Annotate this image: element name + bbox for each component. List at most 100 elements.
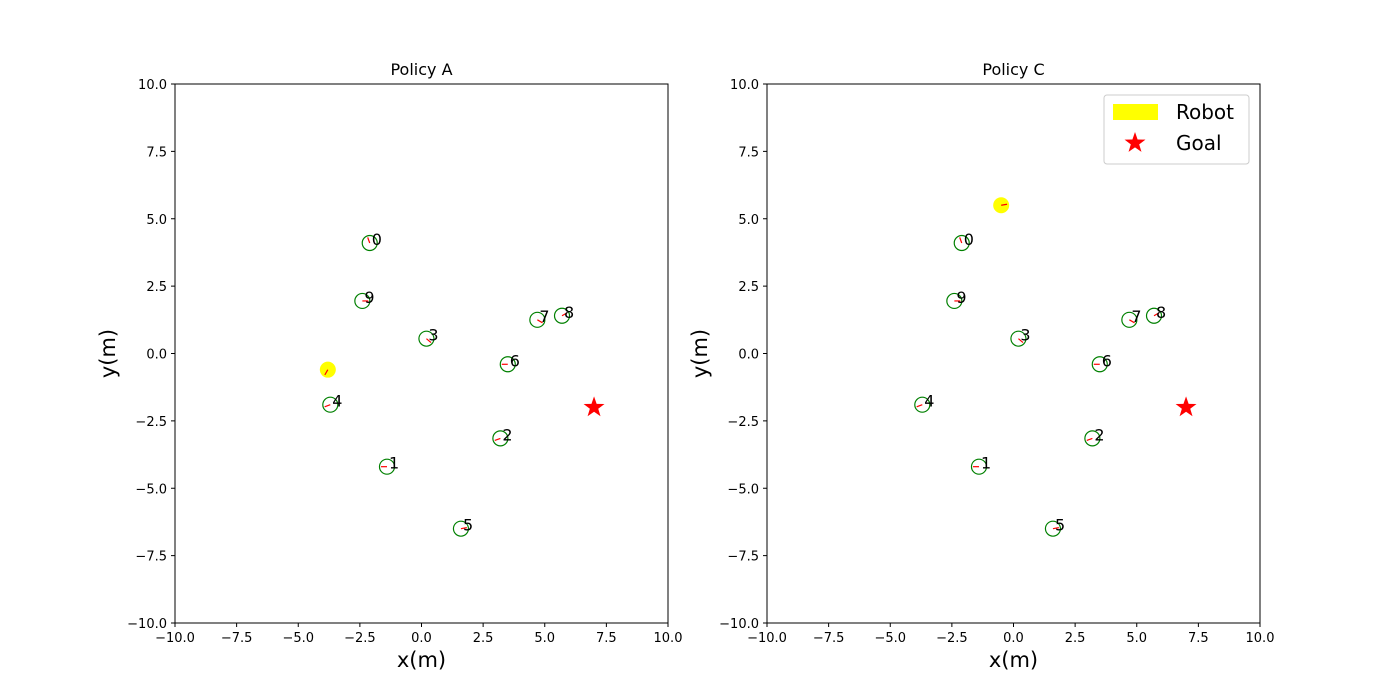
human-label: 2 bbox=[502, 425, 512, 444]
y-tick-label: −7.5 bbox=[135, 550, 167, 565]
human-heading-arrow bbox=[426, 338, 432, 343]
x-tick-label: −2.5 bbox=[936, 631, 968, 646]
human-heading-arrow bbox=[1086, 437, 1093, 442]
human-circle bbox=[418, 330, 435, 347]
human-circle bbox=[553, 307, 571, 324]
y-tick-label: 7.5 bbox=[146, 145, 167, 160]
x-tick-label: −7.5 bbox=[813, 631, 845, 646]
x-tick-label: 2.5 bbox=[1065, 631, 1086, 646]
y-tick-label: 5.0 bbox=[146, 213, 167, 228]
x-tick-label: 0.0 bbox=[1003, 631, 1024, 646]
axes-frame bbox=[766, 83, 1261, 624]
human-circle bbox=[354, 292, 371, 310]
chart-panel-1: Policy C x(m) y(m) −10.0 −7.5 −5.0 −2.5 0.0 2.5 5… bbox=[688, 60, 1274, 672]
y-tick-label: −5.0 bbox=[135, 482, 167, 497]
x-tick-label: 10.0 bbox=[1246, 631, 1275, 646]
x-tick-label: −5.0 bbox=[874, 631, 906, 646]
human-label: 7 bbox=[539, 307, 549, 326]
x-tick-label: 7.5 bbox=[1188, 631, 1209, 646]
goal-star bbox=[1175, 396, 1197, 417]
x-axis-label: x(m) bbox=[397, 648, 446, 672]
human-label: 1 bbox=[389, 454, 399, 473]
human-label: 3 bbox=[1020, 326, 1030, 345]
human-heading-arrow bbox=[537, 319, 543, 324]
chart-title: Policy C bbox=[982, 60, 1044, 79]
y-axis-label: y(m) bbox=[96, 329, 120, 378]
human-circle bbox=[322, 396, 339, 413]
x-axis-label: x(m) bbox=[989, 648, 1038, 672]
human-heading-arrow bbox=[367, 237, 371, 244]
human-heading-arrow bbox=[324, 404, 331, 408]
y-axis-label: y(m) bbox=[688, 329, 712, 378]
x-tick-label: −7.5 bbox=[221, 631, 253, 646]
y-tick-label: −5.0 bbox=[727, 482, 759, 497]
legend-label: Robot bbox=[1176, 100, 1234, 124]
legend-robot-swatch bbox=[1113, 104, 1158, 120]
chart-title: Policy A bbox=[390, 60, 452, 79]
human-label: 3 bbox=[428, 326, 438, 345]
human-circle bbox=[946, 292, 963, 310]
y-tick-label: 10.0 bbox=[138, 78, 167, 93]
y-tick-label: 2.5 bbox=[738, 280, 759, 295]
robot-heading-arrow bbox=[324, 369, 329, 376]
human-label: 0 bbox=[372, 230, 382, 249]
x-tick-label: 2.5 bbox=[473, 631, 494, 646]
y-tick-label: −7.5 bbox=[727, 550, 759, 565]
human-circle bbox=[378, 458, 396, 475]
human-heading-arrow bbox=[460, 527, 467, 530]
human-circle bbox=[1084, 430, 1101, 447]
human-label: 7 bbox=[1131, 307, 1141, 326]
x-tick-label: −5.0 bbox=[282, 631, 314, 646]
y-tick-label: 0.0 bbox=[146, 348, 167, 363]
human-label: 1 bbox=[981, 454, 991, 473]
chart-panel-0: Policy A x(m) y(m) −10.0 −7.5 −5.0 −2.5 0.0 2.5 5… bbox=[96, 60, 682, 672]
human-heading-arrow bbox=[561, 312, 568, 317]
human-label: 6 bbox=[510, 351, 520, 370]
human-label: 4 bbox=[332, 392, 342, 411]
y-tick-label: 5.0 bbox=[738, 213, 759, 228]
human-heading-arrow bbox=[1129, 319, 1135, 324]
human-heading-arrow bbox=[916, 404, 923, 408]
human-label: 4 bbox=[924, 392, 934, 411]
y-tick-label: −2.5 bbox=[135, 415, 167, 430]
y-tick-label: −2.5 bbox=[727, 415, 759, 430]
legend: Robot Goal bbox=[1103, 94, 1250, 165]
human-label: 2 bbox=[1094, 425, 1104, 444]
x-tick-label: 10.0 bbox=[654, 631, 683, 646]
human-label: 8 bbox=[1156, 303, 1166, 322]
x-tick-label: 5.0 bbox=[1126, 631, 1147, 646]
human-heading-arrow bbox=[1153, 312, 1160, 317]
human-label: 5 bbox=[463, 516, 473, 535]
human-label: 8 bbox=[564, 303, 574, 322]
x-tick-label: −10.0 bbox=[155, 631, 195, 646]
human-label: 5 bbox=[1055, 516, 1065, 535]
human-heading-arrow bbox=[959, 237, 963, 244]
human-circle bbox=[914, 396, 931, 413]
human-circle bbox=[492, 430, 509, 447]
y-tick-label: 10.0 bbox=[730, 78, 759, 93]
y-tick-label: −10.0 bbox=[719, 617, 759, 632]
human-circle bbox=[1010, 330, 1027, 347]
x-tick-label: −10.0 bbox=[747, 631, 787, 646]
robot-heading-arrow bbox=[1001, 203, 1008, 206]
y-tick-label: 0.0 bbox=[738, 348, 759, 363]
human-label: 6 bbox=[1102, 351, 1112, 370]
x-tick-label: 5.0 bbox=[534, 631, 555, 646]
human-heading-arrow bbox=[494, 437, 501, 442]
y-tick-label: −10.0 bbox=[127, 617, 167, 632]
y-tick-label: 7.5 bbox=[738, 145, 759, 160]
human-circle bbox=[1044, 520, 1062, 537]
human-circle bbox=[452, 520, 470, 537]
human-circle bbox=[970, 458, 988, 475]
y-tick-label: 2.5 bbox=[146, 280, 167, 295]
legend-label: Goal bbox=[1176, 131, 1222, 155]
human-circle bbox=[1145, 307, 1163, 324]
human-circle bbox=[1091, 356, 1108, 373]
human-label: 0 bbox=[964, 230, 974, 249]
x-tick-label: 7.5 bbox=[596, 631, 617, 646]
human-label: 9 bbox=[364, 288, 374, 307]
x-tick-label: −2.5 bbox=[344, 631, 376, 646]
human-heading-arrow bbox=[1052, 527, 1059, 530]
human-circle bbox=[953, 234, 970, 252]
